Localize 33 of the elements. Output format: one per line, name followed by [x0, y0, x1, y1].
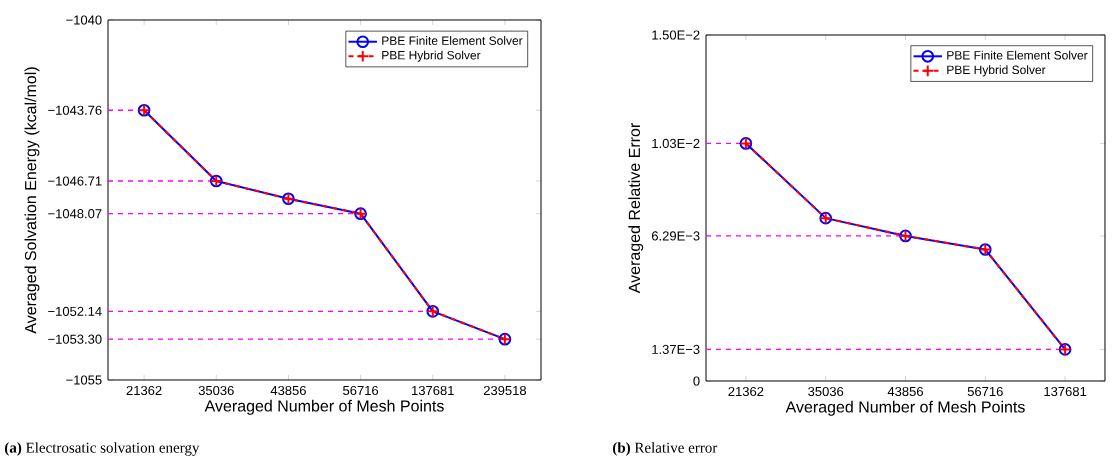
legend-label: PBE Finite Element Solver: [382, 36, 523, 45]
x-tick-label: 43856: [887, 386, 923, 397]
x-tick-label: 56716: [343, 385, 379, 396]
y-tick-label: −1053.30: [48, 334, 102, 344]
y-tick-label: 6.29E−3: [651, 231, 700, 241]
y-tick-label: −1055: [66, 375, 102, 385]
y-tick-label: 0: [693, 376, 700, 386]
legend-label: PBE Finite Element Solver: [947, 50, 1088, 60]
x-tick-label: 21362: [728, 386, 764, 397]
x-axis-title: Averaged Number of Mesh Points: [204, 399, 444, 415]
x-tick-label: 35036: [808, 386, 844, 397]
legend-label: PBE Hybrid Solver: [947, 65, 1046, 77]
x-tick-label: 239518: [483, 385, 527, 396]
text: (b) Relative error: [612, 442, 718, 456]
y-tick-label: −1043.76: [48, 105, 102, 115]
y-tick-label: −1046.71: [48, 176, 102, 186]
y-tick-label: 1.37E−3: [652, 344, 700, 354]
x-tick-label: 56716: [967, 386, 1003, 397]
y-axis-title: Averaged Relative Error: [628, 123, 644, 294]
x-tick-label: 35036: [198, 385, 234, 396]
legend-label: PBE Hybrid Solver: [382, 50, 481, 62]
x-axis-title: Averaged Number of Mesh Points: [785, 400, 1025, 416]
y-axis-title: Averaged Solvation Energy (kcal/mol): [24, 67, 40, 334]
y-tick-label: 1.50E−2: [652, 30, 700, 40]
x-tick-label: 43856: [270, 385, 306, 396]
text: (a) Electrosatic solvation energy: [5, 442, 200, 456]
x-tick-label: 21362: [126, 385, 162, 396]
x-tick-label: 137681: [412, 385, 454, 396]
y-tick-label: −1048.07: [48, 209, 102, 219]
y-tick-label: −1040: [66, 15, 102, 25]
y-tick-label: 1.03E−2: [652, 138, 700, 149]
x-tick-label: 137681: [1044, 386, 1087, 397]
y-tick-label: −1052.14: [48, 306, 102, 316]
